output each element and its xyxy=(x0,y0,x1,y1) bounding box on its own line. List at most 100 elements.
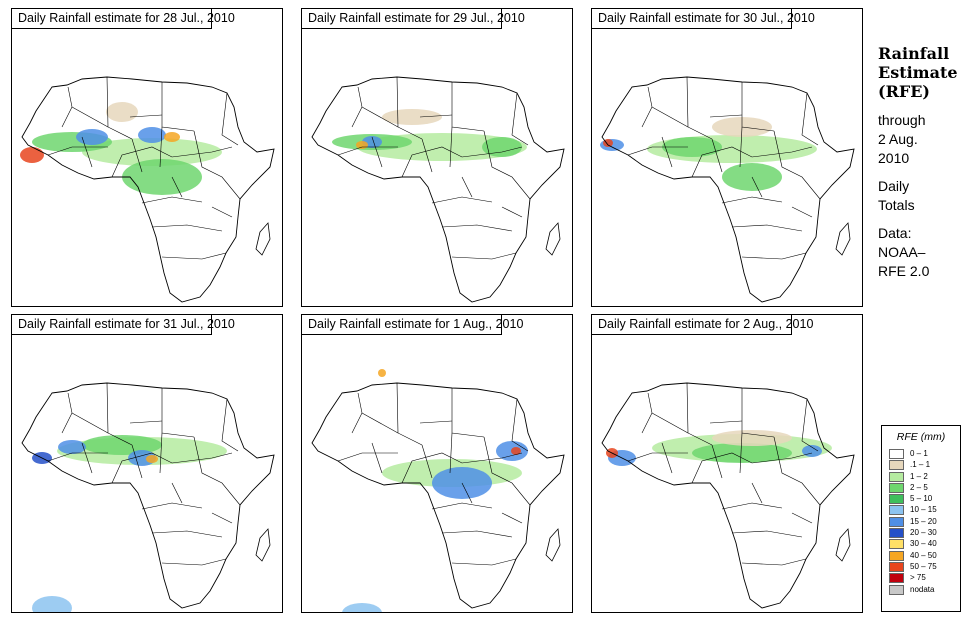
africa-rainfall-map xyxy=(600,76,855,303)
map-panel: Daily Rainfall estimate for 1 Aug., 2010 xyxy=(301,314,573,613)
country-border xyxy=(129,420,163,424)
legend-label: 5 – 10 xyxy=(910,494,933,504)
madagascar-outline xyxy=(255,528,271,562)
country-border xyxy=(419,420,453,424)
country-border xyxy=(221,92,239,146)
country-border xyxy=(361,106,399,128)
country-border xyxy=(686,76,713,140)
country-border xyxy=(81,136,93,168)
country-border xyxy=(171,176,183,198)
country-border xyxy=(421,138,433,173)
rainfall-area xyxy=(58,440,86,454)
rainfall-area xyxy=(32,596,72,612)
map-panel: Daily Rainfall estimate for 30 Jul., 201… xyxy=(591,8,863,307)
rainfall-area xyxy=(164,132,180,142)
legend-label: 0 – 1 xyxy=(910,449,928,458)
rainfall-area xyxy=(378,369,386,377)
country-border xyxy=(791,512,813,524)
country-border xyxy=(711,138,723,173)
country-border xyxy=(129,114,163,118)
sidebar-info: Rainfall Estimate (RFE) through 2 Aug. 2… xyxy=(878,44,964,281)
country-border xyxy=(721,502,783,510)
country-border xyxy=(511,92,529,146)
country-border xyxy=(193,436,241,506)
country-border xyxy=(773,436,821,506)
map-panel: Daily Rainfall estimate for 31 Jul., 201… xyxy=(11,314,283,613)
legend-swatch xyxy=(889,573,904,584)
legend-swatch xyxy=(889,482,904,493)
country-border xyxy=(371,442,383,474)
legend-item: .1 – 1 xyxy=(882,460,960,471)
country-border xyxy=(461,176,473,198)
africa-coastline xyxy=(311,382,565,609)
country-border xyxy=(451,252,517,260)
sidebar-data-label: Data: xyxy=(878,225,912,241)
map-panel: Daily Rainfall estimate for 2 Aug., 2010 xyxy=(591,314,863,613)
country-border xyxy=(401,146,523,178)
legend-label: .1 – 1 xyxy=(910,460,931,470)
africa-coastline xyxy=(601,76,855,303)
country-border xyxy=(419,114,453,118)
country-border xyxy=(709,420,743,424)
legend-label: 1 – 2 xyxy=(910,471,928,481)
legend-swatch xyxy=(889,449,904,459)
country-border xyxy=(791,206,813,218)
rainfall-area xyxy=(356,141,368,149)
legend-label: nodata xyxy=(910,584,935,594)
country-border xyxy=(731,224,803,232)
country-border xyxy=(396,382,423,446)
country-border xyxy=(441,224,513,232)
legend-swatch xyxy=(889,561,904,572)
rainfall-area xyxy=(106,102,138,122)
africa-coastline xyxy=(311,76,565,303)
africa-rainfall-map xyxy=(21,382,275,612)
legend-item: 0 – 1 xyxy=(882,449,960,460)
rainfall-area xyxy=(138,127,166,143)
country-border xyxy=(351,86,363,128)
rainfall-area xyxy=(20,147,44,163)
country-border xyxy=(81,442,93,474)
country-border xyxy=(739,126,743,168)
panel-title: Daily Rainfall estimate for 1 Aug., 2010 xyxy=(302,315,523,335)
legend-item: nodata xyxy=(882,584,960,596)
rainfall-area xyxy=(76,129,108,145)
legend-item: 1 – 2 xyxy=(882,471,960,483)
legend-item: 5 – 10 xyxy=(882,494,960,505)
rainfall-area xyxy=(712,430,792,446)
legend-label: 15 – 20 xyxy=(910,516,937,526)
panel-title: Daily Rainfall estimate for 29 Jul., 201… xyxy=(302,9,525,29)
country-border xyxy=(211,206,233,218)
country-border xyxy=(451,388,485,438)
legend-swatch xyxy=(889,584,904,595)
legend-item: 20 – 30 xyxy=(882,528,960,539)
country-border xyxy=(627,452,688,462)
country-border xyxy=(401,452,523,484)
africa-coastline xyxy=(21,76,275,303)
legend-title: RFE (mm) xyxy=(896,431,946,443)
sidebar-end-year: 2010 xyxy=(878,150,910,166)
country-border xyxy=(111,452,233,484)
rainfall-area xyxy=(482,137,522,157)
country-border xyxy=(337,146,398,156)
country-border xyxy=(741,558,807,566)
madagascar-outline xyxy=(545,222,561,256)
country-border xyxy=(159,432,163,474)
country-border xyxy=(47,146,108,156)
country-border xyxy=(451,82,485,132)
country-border xyxy=(739,432,743,474)
country-border xyxy=(451,558,517,566)
country-border xyxy=(711,444,723,479)
rainfall-area xyxy=(82,138,222,166)
country-border xyxy=(741,252,807,260)
sidebar-totals: Daily xyxy=(878,178,910,194)
country-border xyxy=(61,86,73,128)
country-border xyxy=(211,512,233,524)
country-border xyxy=(709,114,743,118)
country-border xyxy=(501,512,523,524)
country-border xyxy=(141,196,203,204)
country-border xyxy=(351,392,363,434)
madagascar-outline xyxy=(255,222,271,256)
country-border xyxy=(221,398,239,452)
legend-item: 40 – 50 xyxy=(882,550,960,562)
